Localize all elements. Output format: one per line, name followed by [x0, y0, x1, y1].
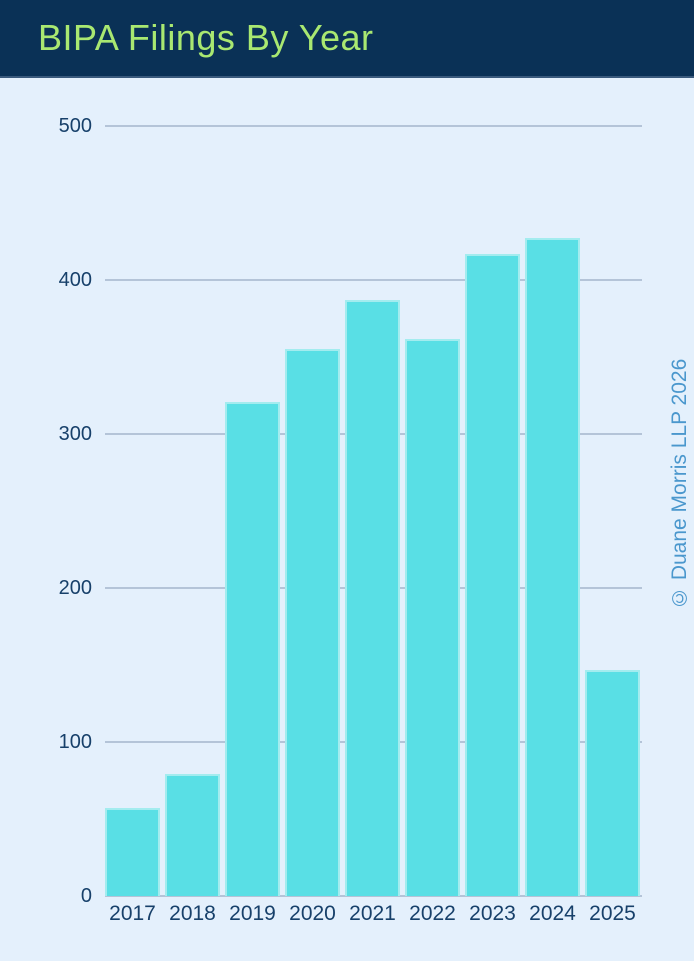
x-axis-label-2025: 2025 [589, 902, 636, 925]
header-bar: BIPA Filings By Year [0, 0, 694, 78]
bar-2025 [585, 669, 640, 896]
gridline-500 [105, 125, 642, 127]
y-axis-label-200: 200 [58, 577, 92, 599]
bar-2023 [465, 253, 520, 896]
bar-2018 [165, 774, 220, 896]
y-axis-label-500: 500 [58, 115, 92, 137]
x-axis-label-2020: 2020 [289, 902, 336, 925]
x-axis-label-2019: 2019 [229, 902, 276, 925]
y-axis-label-400: 400 [58, 269, 92, 291]
y-axis-label-100: 100 [58, 731, 92, 753]
y-axis-label-300: 300 [58, 423, 92, 445]
copyright-watermark: © Duane Morris LLP 2026 [668, 358, 691, 610]
x-axis-label-2017: 2017 [109, 902, 156, 925]
bar-2022 [405, 338, 460, 896]
bar-2021 [345, 300, 400, 896]
x-axis-label-2024: 2024 [529, 902, 576, 925]
bar-2017 [105, 808, 160, 896]
gridline-0 [105, 895, 642, 897]
gridline-400 [105, 279, 642, 281]
bar-2024 [525, 238, 580, 896]
x-axis-label-2021: 2021 [349, 902, 396, 925]
x-axis-label-2022: 2022 [409, 902, 456, 925]
bar-2020 [285, 349, 340, 896]
bar-2019 [225, 401, 280, 896]
x-axis-label-2018: 2018 [169, 902, 216, 925]
x-axis-label-2023: 2023 [469, 902, 516, 925]
page-title: BIPA Filings By Year [38, 17, 374, 58]
y-axis-label-0: 0 [80, 885, 92, 907]
